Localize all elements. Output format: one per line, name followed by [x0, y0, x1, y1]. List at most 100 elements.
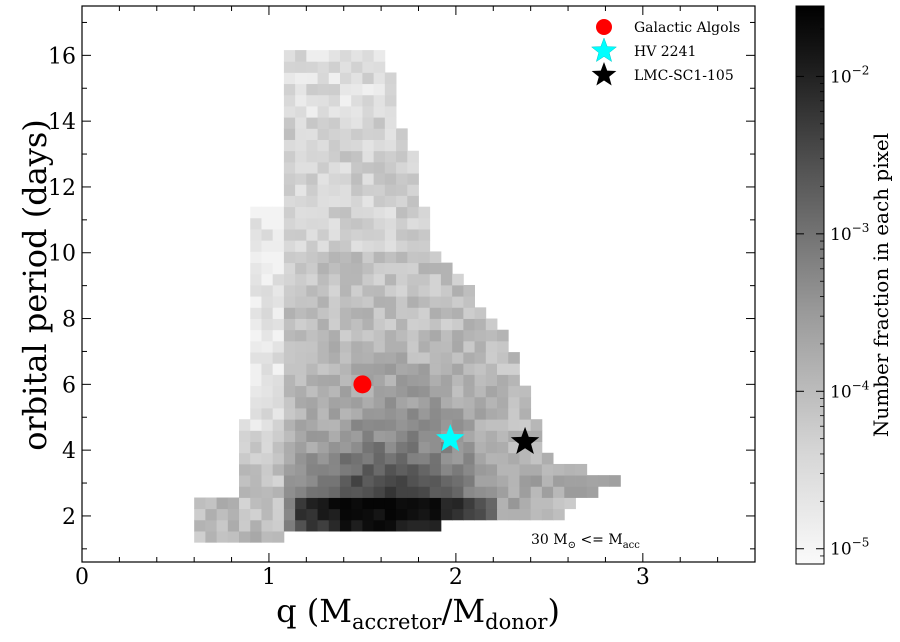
heatmap-cell — [452, 508, 464, 521]
heatmap-cell — [272, 340, 285, 353]
y-tick-label: 2 — [62, 505, 76, 530]
x-axis-ticks: 0 1 2 3 — [75, 6, 719, 590]
heatmap-cell — [440, 497, 453, 510]
heatmap-cell — [609, 475, 621, 487]
heatmap-cell — [283, 284, 296, 297]
heatmap-cell — [272, 475, 285, 487]
heatmap-cell — [250, 519, 262, 532]
heatmap-cell — [351, 307, 363, 319]
heatmap-cell — [440, 307, 453, 319]
heatmap-cell — [519, 452, 532, 465]
heatmap-cell — [362, 352, 375, 364]
heatmap-cell — [306, 463, 318, 476]
heatmap-cell — [429, 452, 442, 465]
heatmap-cell — [317, 430, 330, 442]
heatmap-cell — [429, 329, 442, 342]
heatmap-cell — [485, 486, 498, 498]
heatmap-cell — [384, 452, 397, 465]
heatmap-cell — [384, 173, 397, 185]
heatmap-cell — [407, 240, 419, 252]
heatmap-cell — [194, 531, 206, 543]
heatmap-cell — [373, 497, 386, 510]
heatmap-cell — [283, 128, 296, 140]
heatmap-cell — [384, 117, 397, 129]
heatmap-cell — [317, 475, 330, 487]
heatmap-cell — [440, 374, 453, 387]
heatmap-cell — [485, 340, 498, 353]
heatmap-cell — [261, 206, 274, 219]
heatmap-cell — [339, 452, 352, 465]
heatmap-cell — [328, 340, 341, 353]
x-title-mid: /M — [442, 592, 486, 630]
heatmap-cell — [541, 486, 554, 498]
heatmap-cell — [474, 508, 487, 521]
heatmap-cell — [250, 363, 262, 375]
heatmap-cell — [407, 229, 419, 241]
heatmap-cell — [250, 229, 262, 241]
heatmap-cell — [396, 318, 408, 331]
heatmap-cell — [328, 352, 341, 364]
heatmap-cell — [396, 128, 408, 140]
heatmap-cell — [508, 374, 520, 387]
heatmap-cell — [407, 486, 419, 498]
heatmap-cell — [384, 184, 397, 196]
heatmap-cell — [339, 408, 352, 420]
heatmap-cell — [250, 284, 262, 297]
heatmap-cell — [272, 519, 285, 532]
heatmap-cell — [373, 419, 386, 431]
heatmap-cell — [306, 217, 318, 230]
heatmap-cell — [463, 363, 475, 375]
y-tick-label: 6 — [62, 373, 76, 398]
heatmap-cell — [429, 363, 442, 375]
heatmap-cell — [295, 519, 307, 532]
heatmap-cell — [351, 94, 363, 107]
heatmap-cell — [440, 396, 453, 409]
heatmap-cell — [328, 229, 341, 241]
heatmap-cell — [283, 318, 296, 331]
heatmap-cell — [283, 150, 296, 163]
heatmap-cell — [396, 195, 408, 208]
heatmap-cell — [351, 463, 363, 476]
heatmap-cell — [328, 385, 341, 398]
heatmap-cell — [440, 284, 453, 297]
heatmap-cell — [339, 307, 352, 319]
heatmap-cell — [261, 452, 274, 465]
heatmap-cell — [272, 217, 285, 230]
heatmap-cell — [452, 385, 464, 398]
heatmap-cell — [396, 296, 408, 308]
heatmap-cell — [407, 441, 419, 454]
heatmap-cell — [463, 307, 475, 319]
heatmap-cell — [250, 251, 262, 264]
heatmap-cell — [261, 340, 274, 353]
heatmap-cell — [452, 374, 464, 387]
heatmap-cell — [485, 363, 498, 375]
heatmap-cell — [474, 475, 487, 487]
heatmap-cell — [306, 374, 318, 387]
heatmap-cell — [339, 94, 352, 107]
heatmap-cell — [384, 363, 397, 375]
heatmap-cell — [261, 519, 274, 532]
heatmap-cell — [261, 251, 274, 264]
heatmap-cell — [463, 329, 475, 342]
heatmap-cell — [306, 284, 318, 297]
heatmap-cell — [373, 61, 386, 73]
heatmap-cell — [317, 307, 330, 319]
heatmap-cell — [306, 106, 318, 118]
heatmap-cell — [351, 363, 363, 375]
heatmap-cell — [407, 161, 419, 174]
heatmap-cell — [452, 329, 464, 342]
heatmap-cell — [384, 318, 397, 331]
heatmap-cell — [306, 251, 318, 264]
heatmap-cell — [429, 340, 442, 353]
heatmap-cell — [407, 318, 419, 331]
heatmap-cell — [474, 318, 487, 331]
heatmap-cell — [306, 139, 318, 152]
heatmap-cell — [283, 139, 296, 152]
colorbar-gradient — [795, 5, 825, 565]
heatmap-cell — [407, 262, 419, 275]
heatmap-cell — [362, 486, 375, 498]
heatmap-cell — [328, 106, 341, 118]
heatmap-cell — [362, 497, 375, 510]
heatmap-cell — [362, 139, 375, 152]
heatmap-cell — [474, 441, 487, 454]
